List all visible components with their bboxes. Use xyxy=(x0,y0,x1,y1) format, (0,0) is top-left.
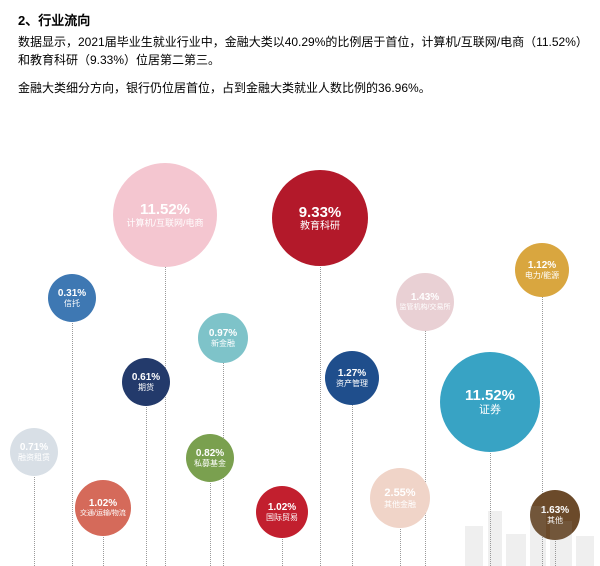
bubble-label: 其他金融 xyxy=(384,500,416,509)
bubble-b6: 1.12%电力/能源 xyxy=(515,243,569,297)
bubble-pct: 0.31% xyxy=(58,288,86,300)
bubble-label: 证券 xyxy=(479,404,501,417)
bubble-pct: 9.33% xyxy=(299,204,342,221)
bubble-pct: 0.61% xyxy=(132,372,160,384)
bubble-pct: 1.02% xyxy=(268,502,296,514)
bubble-pct: 1.27% xyxy=(338,368,366,380)
stem-b7 xyxy=(146,382,147,566)
stem-b3 xyxy=(72,298,73,566)
bubble-b11: 0.82%私募基金 xyxy=(186,434,234,482)
bubble-label: 交通/运输/物流 xyxy=(80,510,126,518)
bubble-pct: 0.97% xyxy=(209,328,237,340)
bubble-label: 国际贸易 xyxy=(266,513,298,522)
bubble-pct: 1.43% xyxy=(411,292,439,304)
stem-b8 xyxy=(352,378,353,566)
paragraph-1: 数据显示，2021届毕业生就业行业中，金融大类以40.29%的比例居于首位，计算… xyxy=(18,33,582,69)
bubble-pct: 1.02% xyxy=(89,498,117,510)
bubble-label: 融资租赁 xyxy=(18,453,50,462)
bubble-b8: 1.27%资产管理 xyxy=(325,351,379,405)
bubble-label: 监管机构/交易所 xyxy=(400,304,451,312)
bubble-label: 计算机/互联网/电商 xyxy=(126,218,203,228)
bubble-pct: 1.12% xyxy=(528,260,556,272)
header-block: 2、行业流向 数据显示，2021届毕业生就业行业中，金融大类以40.29%的比例… xyxy=(0,0,600,97)
bubble-b1: 11.52%计算机/互联网/电商 xyxy=(113,163,217,267)
bubble-b5: 1.43%监管机构/交易所 xyxy=(396,273,454,331)
city-silhouette xyxy=(460,496,600,566)
bubble-b10: 0.71%融资租赁 xyxy=(10,428,58,476)
bubble-b14: 2.55%其他金融 xyxy=(370,468,430,528)
bubble-label: 资产管理 xyxy=(336,379,368,388)
paragraph-2: 金融大类细分方向，银行仍位居首位，占到金融大类就业人数比例的36.96%。 xyxy=(18,79,582,97)
bubble-b9: 11.52%证券 xyxy=(440,352,540,452)
bubble-b3: 0.31%信托 xyxy=(48,274,96,322)
bubble-label: 新金融 xyxy=(211,339,235,348)
bubble-label: 电力/能源 xyxy=(525,271,559,280)
bubble-pct: 11.52% xyxy=(465,387,515,404)
stem-b5 xyxy=(425,302,426,566)
bubble-b4: 0.97%新金融 xyxy=(198,313,248,363)
bubble-b2: 9.33%教育科研 xyxy=(272,170,368,266)
stem-b2 xyxy=(320,218,321,566)
section-title: 2、行业流向 xyxy=(18,10,582,29)
bubble-pct: 0.71% xyxy=(20,442,48,454)
bubble-label: 私募基金 xyxy=(194,459,226,468)
bubble-pct: 0.82% xyxy=(196,448,224,460)
bubble-b13: 1.02%国际贸易 xyxy=(256,486,308,538)
bubble-label: 信托 xyxy=(64,299,80,308)
bubble-pct: 2.55% xyxy=(384,487,415,500)
bubble-b12: 1.02%交通/运输/物流 xyxy=(75,480,131,536)
bubble-pct: 11.52% xyxy=(140,201,190,218)
bubble-label: 期货 xyxy=(138,383,154,392)
bubble-b7: 0.61%期货 xyxy=(122,358,170,406)
bubble-label: 教育科研 xyxy=(300,221,340,233)
